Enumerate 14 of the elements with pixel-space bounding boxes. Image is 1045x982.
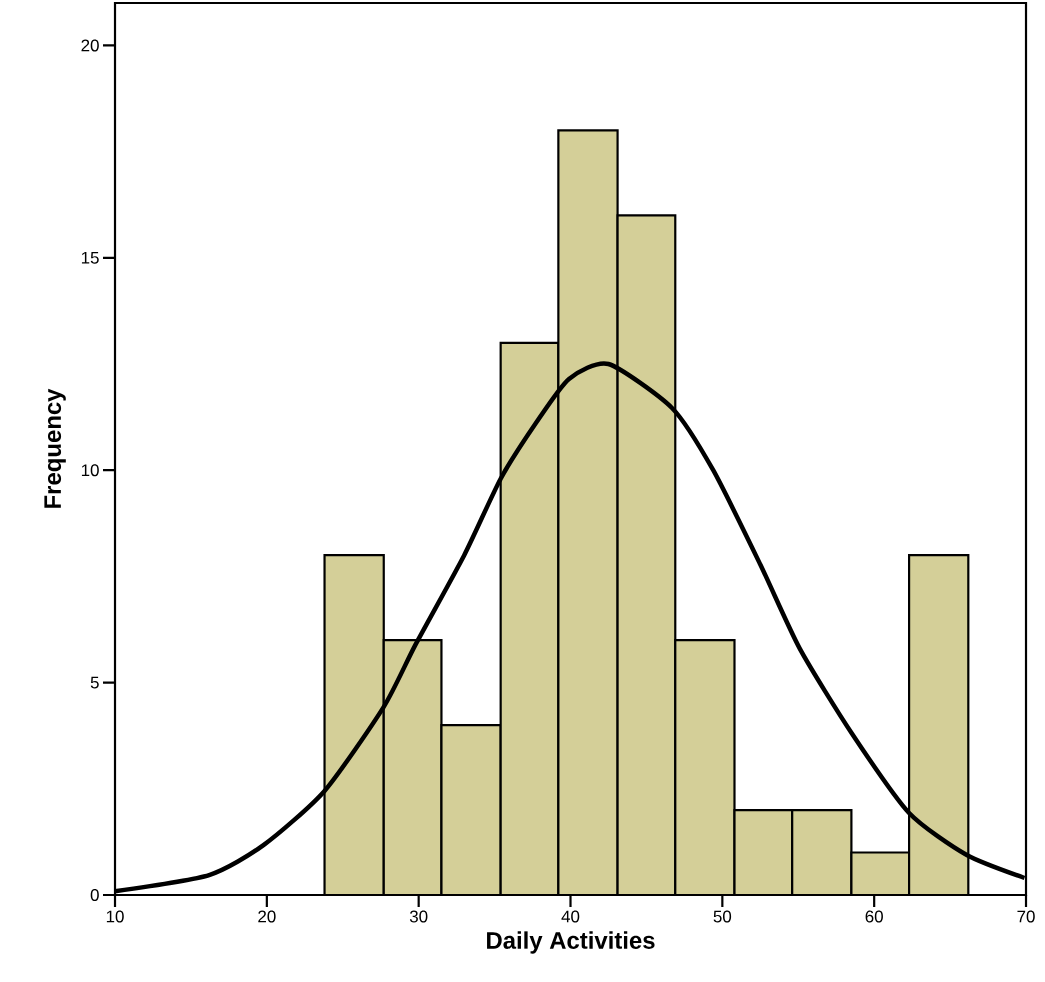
x-tick-label: 40 [561, 910, 580, 923]
y-tick-label: 0 [90, 888, 99, 901]
x-tick-label: 20 [258, 910, 276, 923]
x-tick-label: 50 [713, 910, 732, 923]
y-tick-label: 20 [81, 39, 99, 52]
y-tick-label: 5 [90, 676, 99, 689]
x-tick-label: 60 [865, 910, 883, 923]
y-tick-label: 15 [81, 251, 99, 264]
y-axis-title: Frequency [44, 388, 66, 508]
x-axis-title: Daily Activities [487, 931, 655, 954]
y-tick-label: 10 [81, 464, 99, 477]
x-tick-label: 10 [106, 910, 124, 923]
x-tick-label: 30 [409, 910, 428, 923]
x-tick-label: 70 [1017, 910, 1035, 923]
